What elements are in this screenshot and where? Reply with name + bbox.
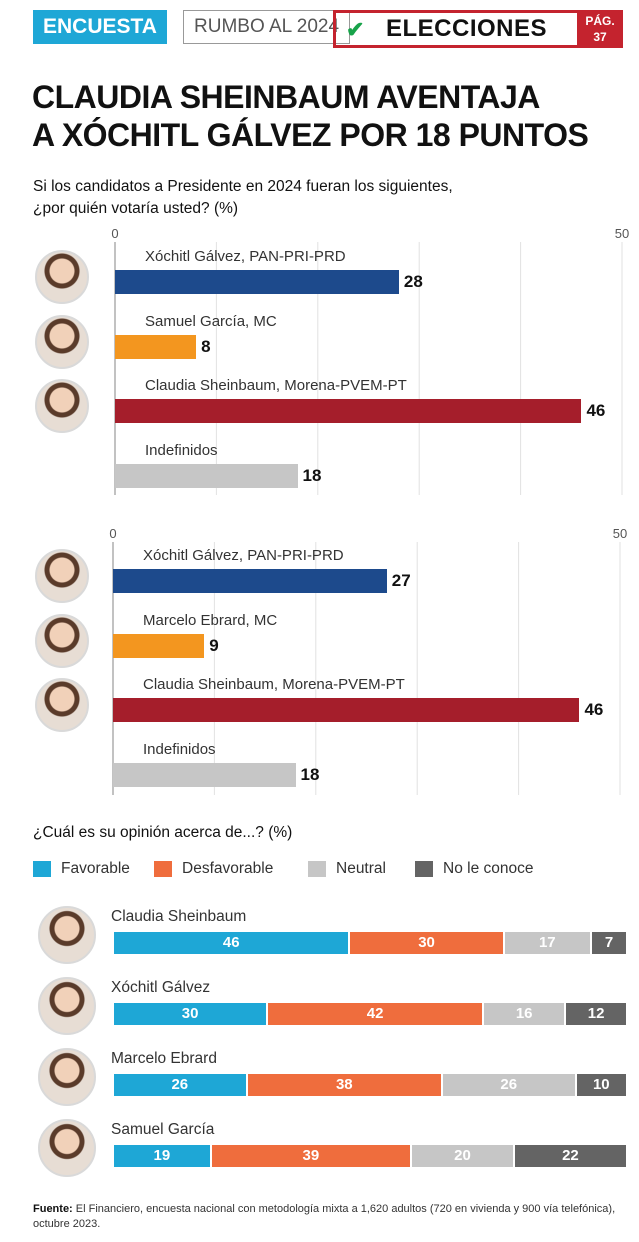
opinion-segment: 22 (514, 1145, 626, 1167)
opinion-segment: 12 (566, 1003, 626, 1025)
opinion-segment: 19 (114, 1145, 210, 1167)
legend-swatch (415, 861, 433, 877)
axis-tick-label: 50 (615, 226, 629, 241)
opinion-segment: 20 (412, 1145, 513, 1167)
elections-logo-text: ELECCIONES (386, 15, 548, 42)
legend-swatch (308, 861, 326, 877)
bar-value-label: 28 (403, 272, 423, 291)
source-text: El Financiero, encuesta nacional con met… (33, 1203, 616, 1230)
candidate-label: Indefinidos (145, 441, 218, 459)
bar-value-label: 46 (584, 700, 604, 719)
candidate-label: Claudia Sheinbaum, Morena-PVEM-PT (143, 676, 405, 693)
candidate-photo (38, 906, 96, 964)
opinion-candidate-name: Marcelo Ebrard (111, 1050, 217, 1067)
vote-question: Si los candidatos a Presidente en 2024 f… (33, 176, 633, 220)
candidate-photo (35, 379, 89, 433)
candidate-label: Indefinidos (143, 740, 216, 758)
bar (113, 762, 296, 787)
source-note: Fuente: El Financiero, encuesta nacional… (33, 1202, 633, 1232)
header-bar: ENCUESTA RUMBO AL 2024 ✔ ELECCIONES PÁG.… (33, 10, 633, 48)
checkmark-icon: ✔ (346, 17, 365, 42)
legend-label: No le conoce (443, 860, 534, 877)
bar-value-label: 46 (586, 401, 606, 420)
section-tag: ENCUESTA (33, 10, 167, 44)
candidate-label: Claudia Sheinbaum, Morena-PVEM-PT (145, 377, 407, 394)
opinion-segment: 30 (114, 1003, 267, 1025)
opinion-segment: 17 (504, 932, 590, 954)
candidate-photo (35, 613, 89, 668)
axis-tick-label: 50 (613, 526, 627, 541)
bar (115, 463, 298, 488)
opinion-segment: 38 (247, 1074, 441, 1096)
bar-value-label: 18 (302, 465, 322, 485)
candidate-photo (35, 678, 89, 732)
headline-line-1: CLAUDIA SHEINBAUM AVENTAJA (32, 79, 540, 115)
candidate-photo (35, 314, 89, 369)
bar (115, 270, 399, 294)
opinion-legend: Favorable Desfavorable Neutral No le conoce (33, 858, 633, 880)
opinion-segment: 26 (442, 1074, 575, 1096)
source-label: Fuente: (33, 1203, 73, 1215)
opinion-segment: 30 (350, 932, 503, 954)
page-number: PÁG. 37 (577, 10, 623, 48)
legend-label: Desfavorable (182, 860, 274, 877)
opinion-segment: 16 (484, 1003, 565, 1025)
opinion-segment: 46 (114, 932, 349, 954)
candidate-photo (35, 250, 89, 304)
candidate-photo (38, 1119, 96, 1177)
candidate-label: Xóchitl Gálvez, PAN-PRI-PRD (145, 248, 346, 265)
vote-question-line-2: ¿por quién votaría usted? (%) (33, 200, 239, 217)
opinion-candidate-name: Claudia Sheinbaum (111, 908, 247, 925)
legend-label: Neutral (336, 860, 386, 877)
opinion-segment: 42 (268, 1003, 483, 1025)
candidate-label: Samuel García, MC (145, 312, 277, 330)
candidate-label: Marcelo Ebrard, MC (143, 611, 278, 629)
bar (113, 633, 205, 658)
legend-label: Favorable (61, 860, 130, 877)
bar (113, 569, 387, 593)
bar-value-label: 8 (201, 336, 211, 356)
opinion-question: ¿Cuál es su opinión acerca de...? (%) (33, 824, 293, 841)
elections-logo: ✔ ELECCIONES (333, 10, 594, 48)
opinion-segment: 26 (114, 1074, 246, 1096)
axis-tick-label: 0 (111, 226, 118, 241)
vote-question-line-1: Si los candidatos a Presidente en 2024 f… (33, 178, 453, 195)
bar (115, 334, 197, 359)
candidate-photo (38, 977, 96, 1035)
opinion-candidate-name: Xóchitl Gálvez (111, 979, 211, 996)
bar-value-label: 27 (391, 571, 411, 590)
candidate-photo (35, 549, 89, 603)
legend-swatch (154, 861, 172, 877)
bar (115, 399, 582, 423)
opinion-candidate-name: Samuel García (111, 1121, 215, 1138)
headline: CLAUDIA SHEINBAUM AVENTAJA A XÓCHITL GÁL… (32, 78, 632, 154)
candidate-photo (38, 1048, 96, 1106)
opinion-segment: 10 (576, 1074, 626, 1096)
bar-value-label: 18 (300, 764, 320, 784)
section-subtitle: RUMBO AL 2024 (183, 10, 351, 44)
axis-tick-label: 0 (109, 526, 116, 541)
opinion-segment: 39 (211, 1145, 411, 1167)
bar-value-label: 9 (209, 635, 219, 655)
headline-line-2: A XÓCHITL GÁLVEZ POR 18 PUNTOS (32, 117, 589, 153)
candidate-label: Xóchitl Gálvez, PAN-PRI-PRD (143, 547, 344, 564)
legend-swatch (33, 861, 51, 877)
opinion-segment: 7 (592, 932, 626, 954)
bar (113, 698, 580, 722)
